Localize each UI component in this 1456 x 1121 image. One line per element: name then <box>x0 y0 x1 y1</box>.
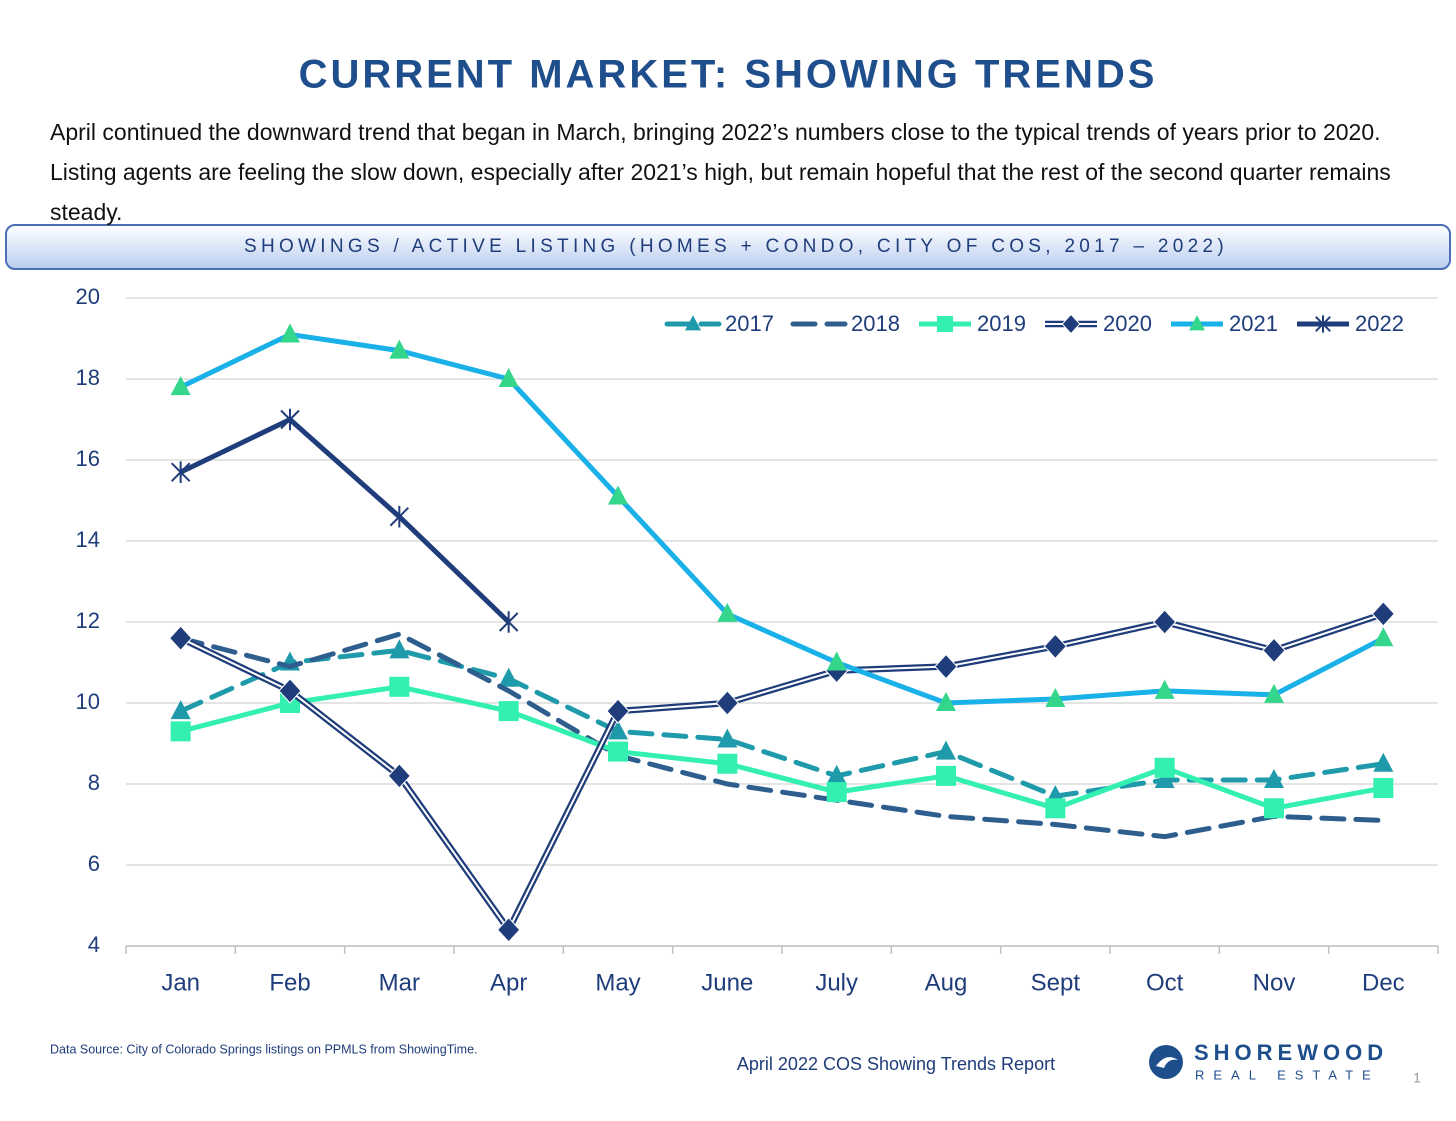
x-tick-label: Aug <box>925 969 968 996</box>
marker <box>1371 601 1396 627</box>
marker <box>1045 687 1066 707</box>
marker <box>937 316 953 332</box>
x-tick-label: Dec <box>1362 969 1405 996</box>
marker <box>608 485 628 505</box>
x-tick-label: July <box>815 969 858 996</box>
x-tick-label: Jan <box>161 969 200 996</box>
y-tick-label: 10 <box>76 689 100 714</box>
marker <box>1315 315 1331 333</box>
marker <box>496 917 521 943</box>
page-title: CURRENT MARKET: SHOWING TRENDS <box>299 53 1158 97</box>
marker <box>387 763 412 789</box>
marker <box>1264 768 1284 788</box>
chart-title-banner <box>5 224 1451 270</box>
chart-title: SHOWINGS / ACTIVE LISTING (HOMES + CONDO… <box>244 236 1228 257</box>
marker <box>936 692 956 711</box>
marker <box>608 741 628 762</box>
logo-wave <box>1156 1057 1178 1068</box>
marker <box>280 408 300 431</box>
marker <box>389 639 410 659</box>
marker <box>389 676 410 697</box>
report-name: April 2022 COS Showing Trends Report <box>737 1054 1055 1074</box>
marker <box>1154 679 1175 699</box>
marker <box>608 720 628 740</box>
marker <box>170 700 191 720</box>
legend-label: 2017 <box>725 311 774 336</box>
marker <box>1373 752 1394 772</box>
marker <box>498 701 519 722</box>
legend-label: 2021 <box>1229 311 1278 336</box>
marker <box>1189 315 1205 331</box>
marker <box>170 376 191 396</box>
brand-name: SHOREWOOD <box>1194 1040 1388 1065</box>
x-tick-label: Oct <box>1146 969 1184 996</box>
line <box>179 610 1385 934</box>
y-tick-label: 8 <box>88 770 100 795</box>
line <box>179 417 511 624</box>
marker <box>936 765 956 786</box>
marker <box>606 698 630 724</box>
data-source: Data Source: City of Colorado Springs li… <box>50 1042 478 1056</box>
line <box>178 647 1386 799</box>
intro-text: April continued the downward trend that … <box>50 119 1391 225</box>
line <box>180 684 1384 811</box>
marker <box>1061 313 1081 335</box>
marker <box>1043 633 1068 660</box>
x-tick-label: Feb <box>269 969 310 996</box>
marker <box>1373 778 1394 799</box>
marker <box>389 505 410 528</box>
legend-label: 2018 <box>851 311 900 336</box>
marker <box>280 323 300 343</box>
page-number: 1 <box>1413 1070 1421 1086</box>
x-tick-label: Apr <box>490 969 527 996</box>
marker <box>717 753 738 774</box>
line <box>178 631 1386 840</box>
x-tick-label: June <box>701 969 753 996</box>
marker <box>498 611 519 633</box>
marker <box>170 721 191 742</box>
marker <box>1154 768 1175 788</box>
y-tick-label: 16 <box>76 446 100 471</box>
legend-label: 2019 <box>977 311 1026 336</box>
brand-sub: REAL ESTATE <box>1195 1067 1380 1082</box>
marker <box>1262 637 1286 664</box>
y-tick-label: 14 <box>76 527 100 552</box>
marker <box>170 461 191 483</box>
x-tick-label: Nov <box>1253 969 1296 996</box>
marker <box>826 651 847 671</box>
marker <box>826 782 847 803</box>
marker <box>715 690 740 716</box>
marker <box>826 764 847 784</box>
marker <box>717 602 738 622</box>
y-tick-label: 20 <box>76 284 100 309</box>
marker <box>685 315 701 331</box>
marker <box>498 368 519 387</box>
line <box>179 331 1385 706</box>
marker <box>717 728 738 748</box>
x-tick-label: Sept <box>1031 969 1081 996</box>
y-tick-label: 12 <box>76 608 100 633</box>
marker <box>1045 798 1066 819</box>
marker <box>1373 627 1394 647</box>
marker <box>934 653 958 680</box>
marker <box>1152 609 1177 635</box>
marker <box>936 740 956 760</box>
y-tick-label: 4 <box>88 932 100 957</box>
x-tick-label: Mar <box>379 969 420 996</box>
marker <box>1154 757 1175 778</box>
marker <box>1264 683 1284 703</box>
y-tick-label: 6 <box>88 851 100 876</box>
y-tick-label: 18 <box>76 365 100 390</box>
legend-label: 2022 <box>1355 311 1404 336</box>
x-tick-label: May <box>595 969 640 996</box>
marker <box>498 667 519 687</box>
line-inner <box>180 612 1384 931</box>
legend-label: 2020 <box>1103 311 1152 336</box>
marker <box>1264 798 1284 819</box>
marker <box>389 339 410 359</box>
marker <box>168 625 193 651</box>
marker <box>278 678 302 704</box>
